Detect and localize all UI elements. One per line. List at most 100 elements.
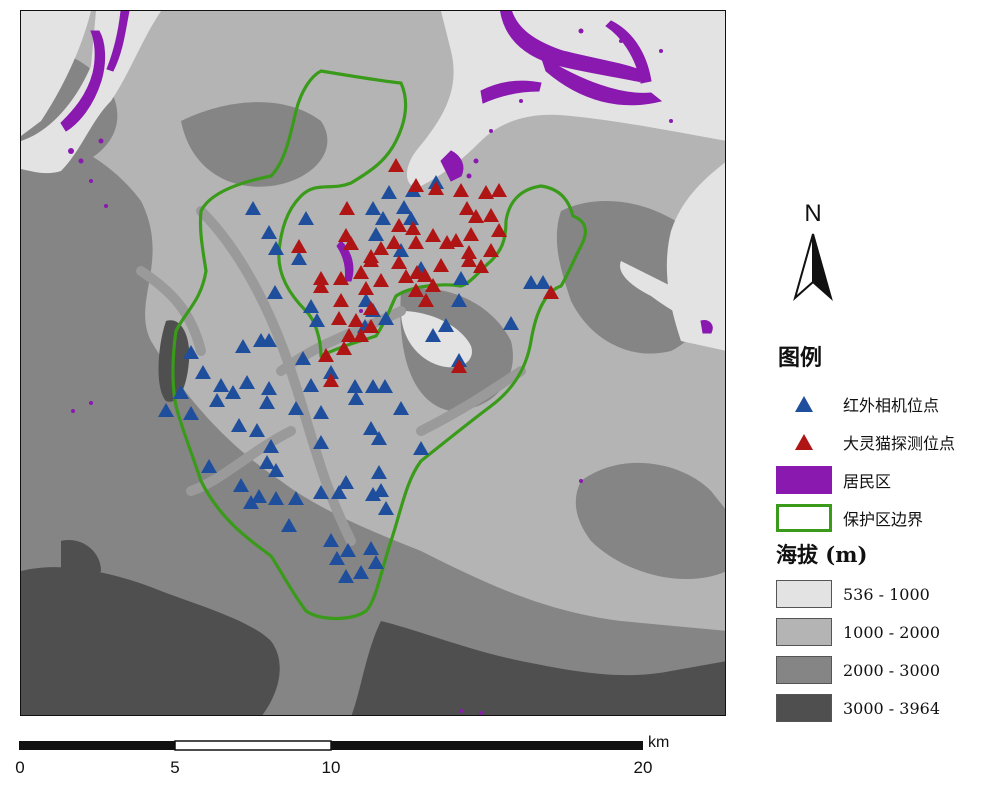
legend-item-civet: 大灵猫探测位点 — [776, 426, 955, 458]
red-triangle-icon — [795, 434, 813, 450]
camera-site-marker — [425, 328, 441, 342]
camera-site-marker — [368, 555, 384, 569]
civet-detection-marker — [398, 269, 414, 283]
camera-site-marker — [340, 543, 356, 557]
legend-label-boundary: 保护区边界 — [843, 510, 924, 529]
civet-detection-marker — [353, 265, 369, 279]
camera-site-marker — [381, 185, 397, 199]
camera-site-marker — [438, 318, 454, 332]
camera-site-marker — [303, 299, 319, 313]
camera-site-marker — [291, 251, 307, 265]
civet-detection-marker — [373, 241, 389, 255]
camera-site-marker — [225, 385, 241, 399]
north-arrow: N — [785, 200, 841, 310]
camera-site-marker — [233, 478, 249, 492]
civet-detection-marker — [313, 279, 329, 293]
camera-site-marker — [201, 459, 217, 473]
elevation-legend-title: 海拔 (m) — [776, 542, 868, 567]
civet-detection-marker — [331, 311, 347, 325]
camera-site-marker — [403, 211, 419, 225]
elevation-3000-3964 — [21, 320, 725, 715]
scale-label-5: 5 — [170, 758, 180, 777]
camera-site-marker — [503, 316, 519, 330]
camera-site-marker — [259, 395, 275, 409]
civet-detection-marker — [468, 209, 484, 223]
scale-bar-graphic — [19, 740, 643, 751]
camera-site-marker — [373, 483, 389, 497]
scale-label-0: 0 — [15, 758, 25, 777]
boundary-swatch — [776, 504, 832, 532]
north-label: N — [804, 200, 822, 227]
camera-site-marker — [453, 271, 469, 285]
legend-item-boundary: 保护区边界 — [776, 502, 923, 534]
camera-site-marker — [231, 418, 247, 432]
camera-site-marker — [371, 465, 387, 479]
settlement-swatch — [776, 466, 832, 494]
camera-site-marker — [368, 227, 384, 241]
civet-detection-sites — [291, 158, 559, 387]
civet-detection-marker — [478, 185, 494, 199]
camera-site-marker — [535, 275, 551, 289]
elevation-swatch-1 — [776, 580, 832, 608]
elevation-class-1: 536 - 1000 — [776, 578, 930, 610]
civet-detection-marker — [388, 158, 404, 172]
civet-detection-marker — [491, 183, 507, 197]
camera-site-marker — [267, 285, 283, 299]
civet-detection-marker — [483, 243, 499, 257]
camera-site-marker — [323, 533, 339, 547]
civet-detection-marker — [318, 348, 334, 362]
camera-site-marker — [365, 487, 381, 501]
civet-detection-marker — [451, 359, 467, 373]
camera-site-marker — [323, 365, 339, 379]
camera-site-marker — [288, 401, 304, 415]
camera-site-marker — [365, 379, 381, 393]
camera-site-marker — [268, 491, 284, 505]
legend-title: 图例 — [778, 345, 823, 371]
camera-site-marker — [261, 225, 277, 239]
civet-detection-marker — [323, 373, 339, 387]
civet-detection-marker — [483, 208, 499, 222]
camera-site-marker — [378, 501, 394, 515]
camera-site-marker — [183, 406, 199, 420]
blue-triangle-icon — [795, 396, 813, 412]
north-arrow-icon — [793, 233, 833, 302]
camera-site-marker — [195, 365, 211, 379]
map-frame — [20, 10, 726, 716]
camera-site-marker — [363, 541, 379, 555]
elevation-swatch-2 — [776, 618, 832, 646]
camera-site-marker — [235, 339, 251, 353]
camera-site-marker — [347, 379, 363, 393]
camera-site-marker — [393, 401, 409, 415]
civet-detection-marker — [408, 178, 424, 192]
camera-site-marker — [303, 378, 319, 392]
camera-site-marker — [338, 569, 354, 583]
scale-label-20: 20 — [633, 758, 653, 777]
camera-site-marker — [243, 495, 259, 509]
camera-site-marker — [365, 201, 381, 215]
elevation-class-3: 2000 - 3000 — [776, 654, 940, 686]
civet-detection-marker — [343, 236, 359, 250]
civet-detection-marker — [433, 258, 449, 272]
legend-item-settlement: 居民区 — [776, 464, 891, 496]
civet-detection-marker — [428, 181, 444, 195]
camera-site-marker — [338, 475, 354, 489]
camera-site-marker — [523, 275, 539, 289]
legend-item-camera: 红外相机位点 — [776, 388, 939, 420]
civet-detection-marker — [405, 221, 421, 235]
camera-site-marker — [295, 351, 311, 365]
camera-site-marker — [329, 551, 345, 565]
camera-site-marker — [313, 405, 329, 419]
camera-site-marker — [173, 385, 189, 399]
camera-site-marker — [261, 333, 277, 347]
civet-detection-marker — [333, 293, 349, 307]
civet-detection-marker — [463, 227, 479, 241]
camera-site-marker — [378, 311, 394, 325]
elevation-class-2: 1000 - 2000 — [776, 616, 940, 648]
civet-detection-marker — [386, 235, 402, 249]
scale-bar: km 0 5 10 20 — [15, 734, 698, 786]
camera-site-marker — [348, 391, 364, 405]
civet-detection-marker — [461, 245, 477, 259]
civet-detection-marker — [425, 228, 441, 242]
elevation-swatch-4 — [776, 694, 832, 722]
camera-site-marker — [261, 381, 277, 395]
